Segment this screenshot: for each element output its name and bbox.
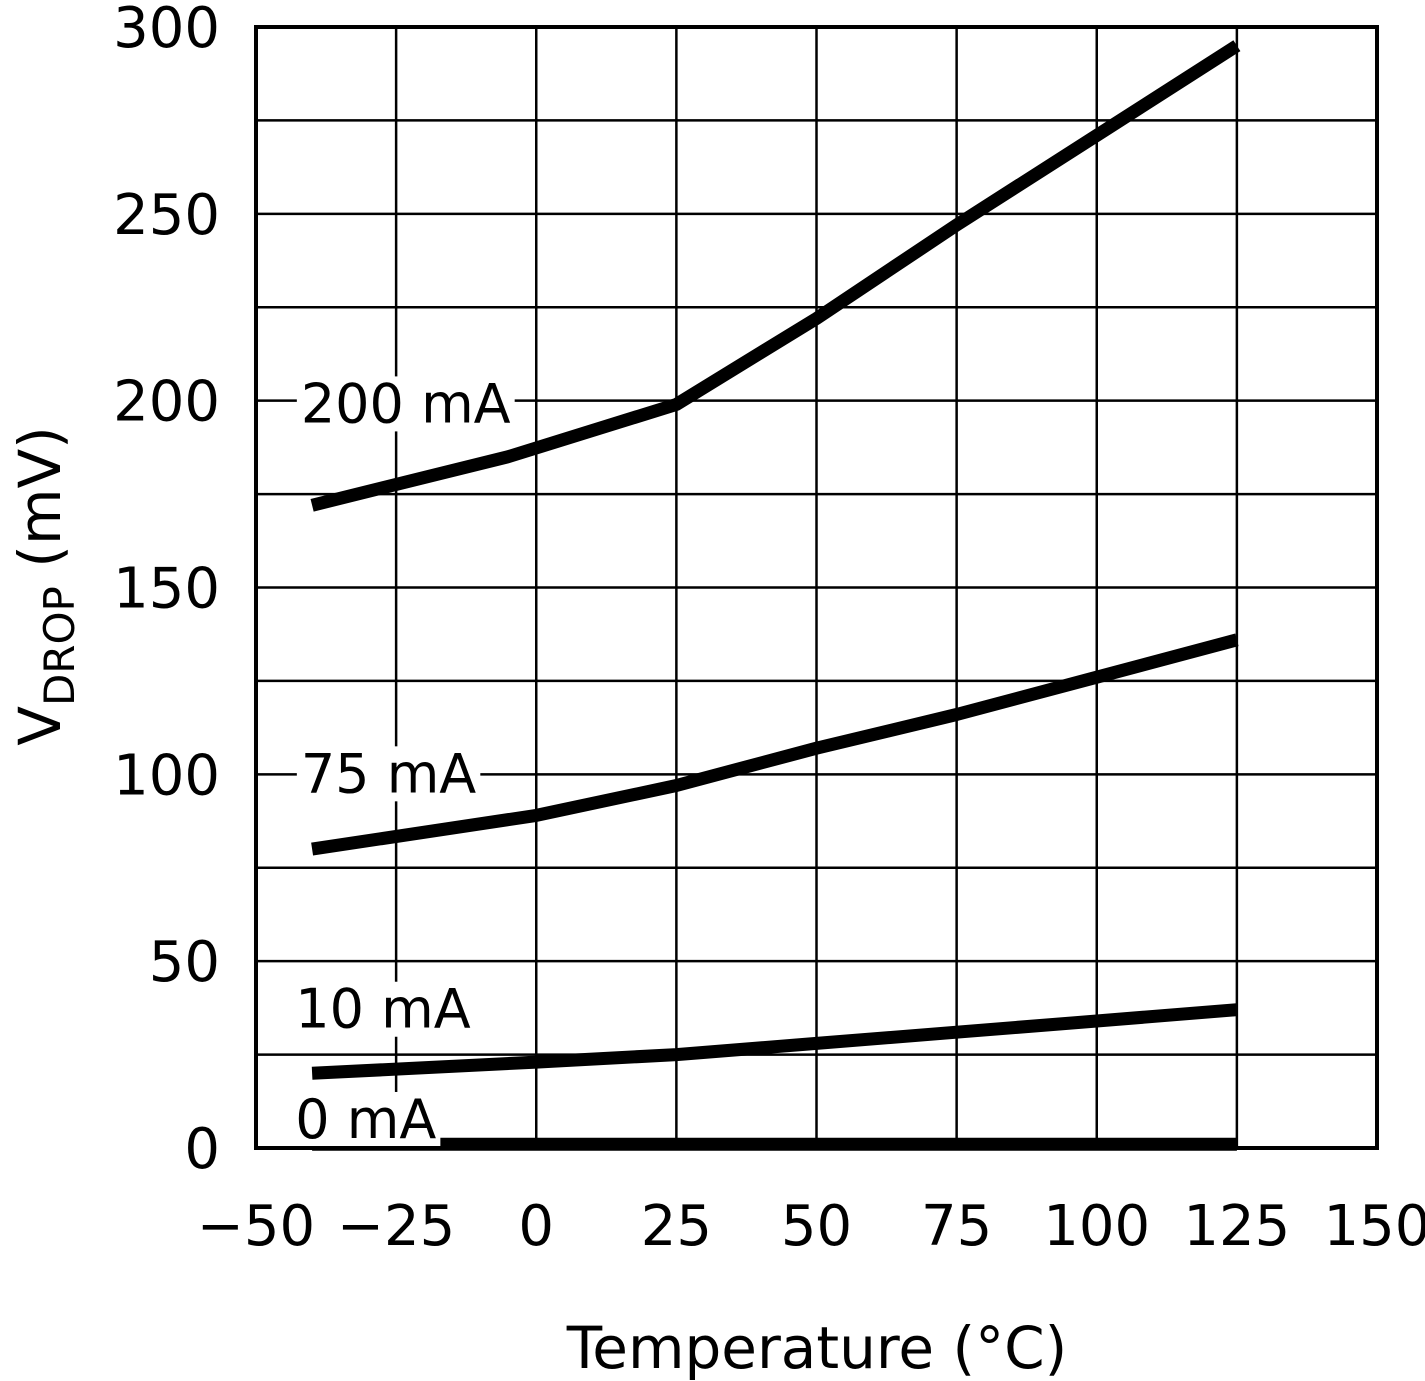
x-axis-tick-labels: −50 −25 0 25 50 75 100 125 150	[197, 1194, 1425, 1259]
x-tick-label: 150	[1324, 1194, 1425, 1259]
y-tick-label: 0	[184, 1117, 220, 1182]
y-tick-label: 50	[149, 930, 220, 995]
y-tick-label: 100	[113, 743, 220, 808]
y-tick-label: 200	[113, 370, 220, 435]
y-tick-label: 250	[113, 183, 220, 248]
y-axis-title-main: V	[6, 706, 74, 746]
y-tick-label: 300	[113, 0, 220, 61]
x-tick-label: 75	[921, 1194, 992, 1259]
y-axis-title-subscript: DROP	[35, 586, 84, 706]
series-label-75-ma: 75 mA	[301, 742, 476, 805]
y-axis-tick-labels: 0 50 100 150 200 250 300	[113, 0, 220, 1182]
series-lines	[310, 40, 1241, 1151]
series-label-background	[296, 376, 515, 432]
x-tick-label: −50	[197, 1194, 315, 1259]
series-label-200-ma: 200 mA	[301, 372, 511, 435]
x-tick-label: −25	[337, 1194, 455, 1259]
series-label-0-ma: 0 mA	[295, 1088, 436, 1151]
series-label-background	[291, 981, 475, 1037]
series-label-10-ma: 10 mA	[295, 978, 470, 1041]
y-tick-label: 150	[113, 557, 220, 622]
x-tick-label: 50	[781, 1194, 852, 1259]
x-tick-label: 25	[641, 1194, 712, 1259]
series-label-background	[291, 1091, 441, 1147]
series-line-200-ma	[310, 40, 1241, 512]
x-tick-label: 125	[1183, 1194, 1290, 1259]
x-axis-title: Temperature (°C)	[566, 1314, 1068, 1381]
series-label-background	[296, 746, 481, 802]
series-labels: 200 mA 75 mA 10 mA 0 mA	[291, 372, 515, 1151]
y-axis-title-unit: (mV)	[6, 426, 74, 586]
y-axis-title: VDROP (mV)	[6, 426, 84, 745]
series-line-10-ma	[311, 1003, 1238, 1080]
x-tick-label: 0	[518, 1194, 554, 1259]
plot-area-frame	[254, 25, 1379, 1150]
x-tick-label: 100	[1043, 1194, 1150, 1259]
series-line-75-ma	[311, 633, 1239, 856]
